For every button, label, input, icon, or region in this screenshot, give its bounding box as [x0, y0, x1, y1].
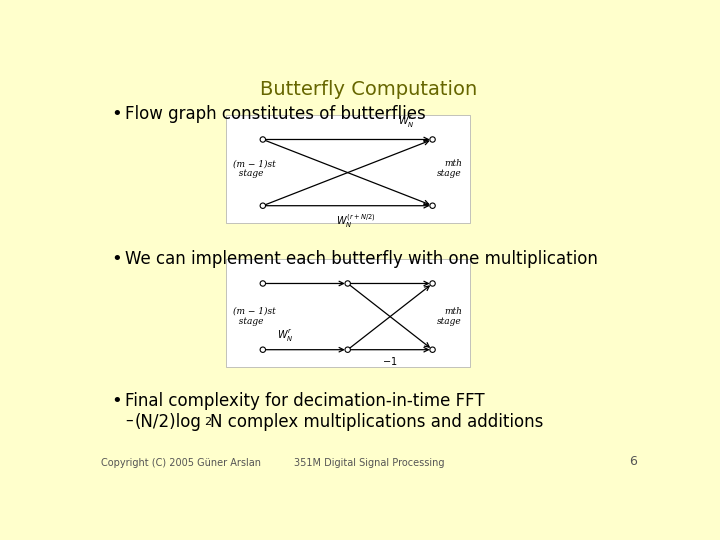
Text: $W_N^r$: $W_N^r$	[397, 114, 414, 130]
Text: 2: 2	[204, 417, 211, 427]
Text: •: •	[112, 105, 122, 123]
Text: 351M Digital Signal Processing: 351M Digital Signal Processing	[294, 458, 444, 468]
Text: (m − 1)st
  stage: (m − 1)st stage	[233, 307, 276, 326]
Circle shape	[260, 347, 266, 353]
Text: $W_N^r$: $W_N^r$	[276, 327, 293, 343]
Text: mth
stage: mth stage	[437, 159, 462, 178]
Text: –: –	[125, 413, 132, 428]
Circle shape	[260, 137, 266, 142]
Text: •: •	[112, 392, 122, 410]
Text: (N/2)log: (N/2)log	[135, 413, 202, 431]
Circle shape	[260, 281, 266, 286]
Bar	[225, 115, 469, 222]
Text: N complex multiplications and additions: N complex multiplications and additions	[210, 413, 544, 431]
Bar	[225, 259, 469, 367]
Circle shape	[430, 281, 436, 286]
Text: $-1$: $-1$	[382, 355, 398, 367]
Text: We can implement each butterfly with one multiplication: We can implement each butterfly with one…	[125, 249, 598, 268]
Text: Butterfly Computation: Butterfly Computation	[261, 80, 477, 99]
Text: $W_N^{(r+N/2)}$: $W_N^{(r+N/2)}$	[336, 212, 375, 230]
Text: mth
stage: mth stage	[437, 307, 462, 326]
Circle shape	[430, 137, 436, 142]
Circle shape	[345, 347, 351, 353]
Circle shape	[345, 281, 351, 286]
Circle shape	[430, 203, 436, 208]
Text: •: •	[112, 249, 122, 268]
Text: Flow graph constitutes of butterflies: Flow graph constitutes of butterflies	[125, 105, 426, 123]
Circle shape	[260, 203, 266, 208]
Text: Final complexity for decimation-in-time FFT: Final complexity for decimation-in-time …	[125, 392, 485, 410]
Text: 6: 6	[629, 455, 637, 468]
Text: Copyright (C) 2005 Güner Arslan: Copyright (C) 2005 Güner Arslan	[101, 458, 261, 468]
Circle shape	[430, 347, 436, 353]
Text: (m − 1)st
  stage: (m − 1)st stage	[233, 159, 276, 178]
